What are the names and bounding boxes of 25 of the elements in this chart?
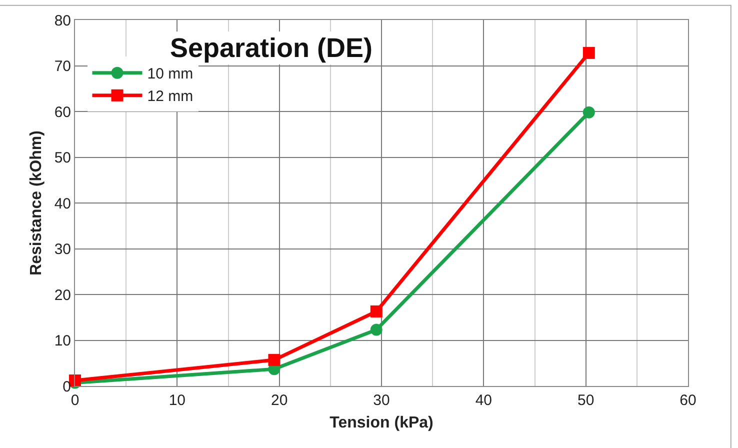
- point: [370, 324, 382, 336]
- y-axis-title: Resistance (kOhm): [28, 130, 46, 276]
- y-tick-label: 0: [62, 378, 71, 396]
- x-tick-label: 10: [168, 392, 186, 409]
- point: [582, 46, 595, 59]
- point: [268, 354, 280, 366]
- y-tick-label: 70: [54, 58, 71, 75]
- legend-label: 10 mm: [147, 66, 194, 83]
- x-tick-label: 30: [373, 392, 390, 409]
- y-tick-label: 30: [54, 241, 71, 258]
- point: [370, 305, 382, 318]
- x-tick-label: 20: [270, 392, 288, 409]
- text: Separation (DE): [170, 33, 373, 63]
- x-tick-label: 50: [577, 392, 594, 409]
- y-tick-label: 20: [54, 286, 71, 304]
- x-axis-title: Tension (kPa): [330, 414, 434, 432]
- x-tick-label: 60: [680, 392, 696, 409]
- point: [582, 106, 595, 118]
- y-tick-label: 10: [54, 332, 71, 350]
- x-tick-label: 40: [475, 392, 492, 409]
- y-tick-label: 60: [54, 104, 71, 121]
- legend-label: 12 mm: [147, 88, 194, 106]
- y-tick-label: 80: [54, 12, 71, 30]
- y-tick-label: 50: [54, 150, 71, 166]
- y-tick-label: 40: [54, 195, 71, 212]
